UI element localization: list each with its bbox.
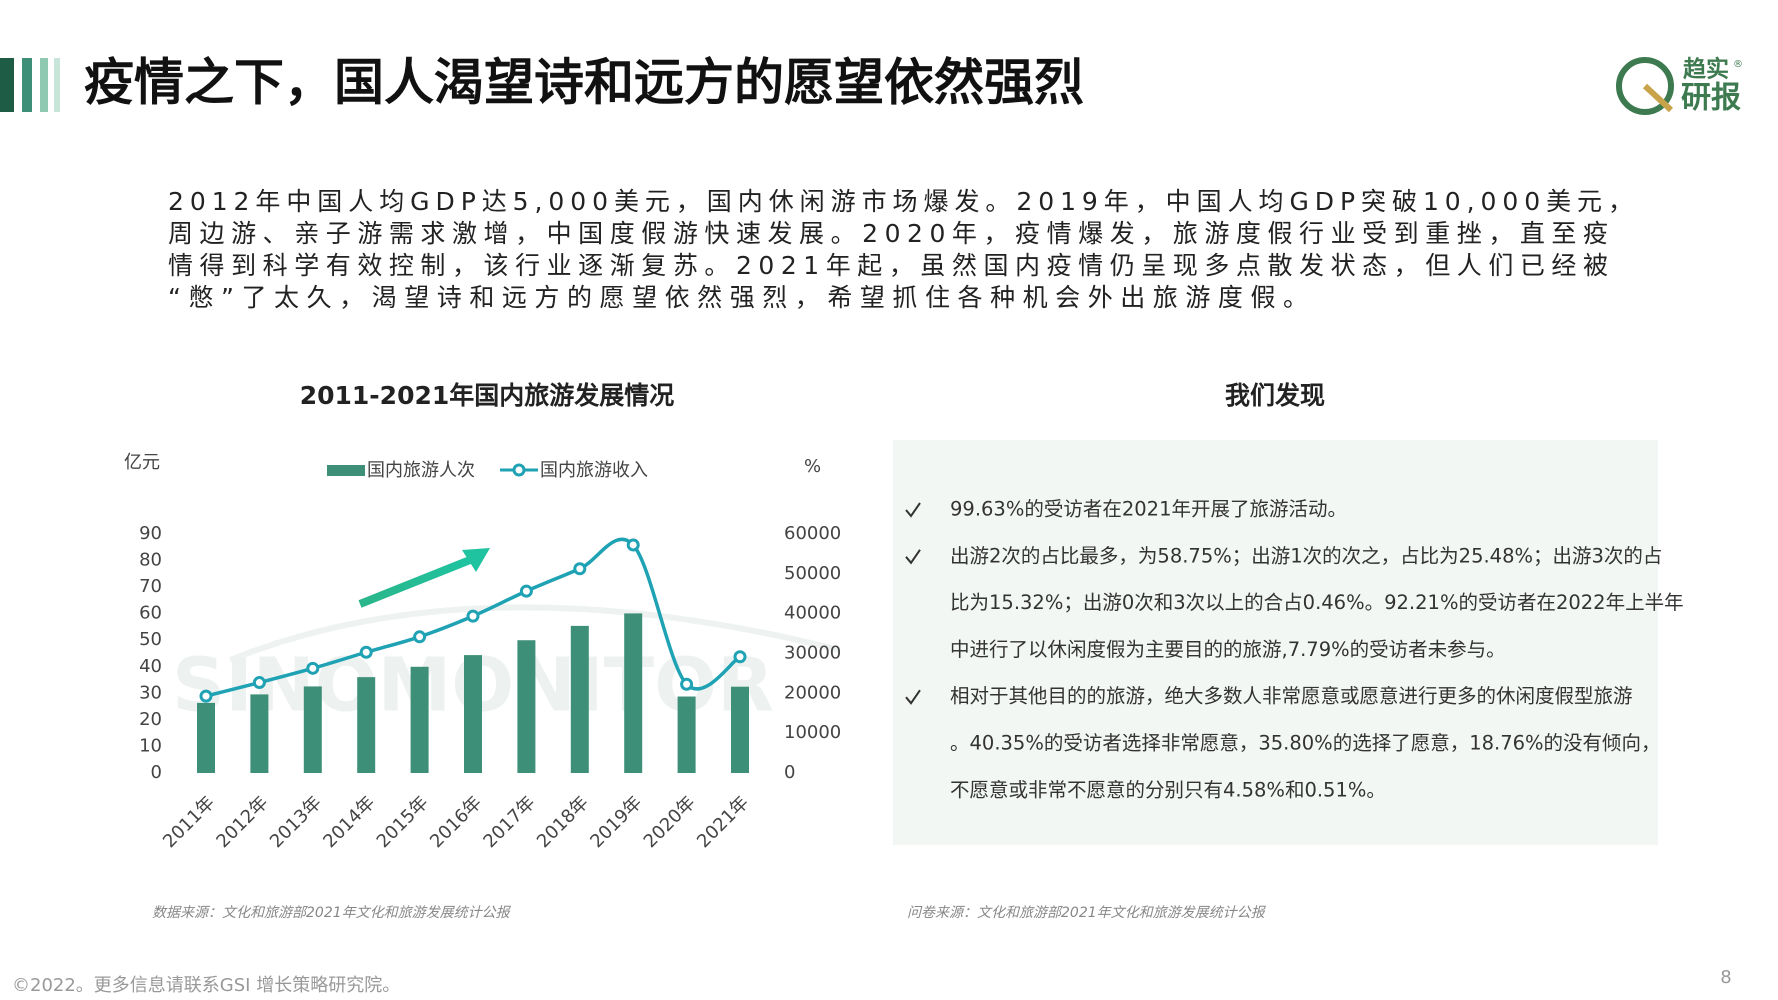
x-tick-label: 2016年 — [426, 792, 486, 852]
title-bar — [40, 58, 48, 112]
title-bar — [54, 58, 60, 112]
x-tick-label: 2021年 — [693, 792, 753, 852]
bar — [624, 613, 643, 773]
x-tick-label: 2014年 — [319, 792, 379, 852]
y-tick-label: 40 — [139, 656, 162, 677]
bar — [197, 702, 215, 773]
legend-swatch — [512, 463, 526, 477]
bar — [570, 625, 589, 773]
page-title: 疫情之下，国人渴望诗和远方的愿望依然强烈 — [84, 54, 1084, 112]
y2-tick-label: 40000 — [784, 603, 841, 624]
x-tick-label: 2019年 — [586, 792, 646, 852]
logo-text: 研报 — [1681, 81, 1741, 116]
x-tick-label: 2012年 — [212, 792, 272, 852]
line-marker — [306, 661, 320, 675]
finding-line: 。40.35%的受访者选择非常愿意，35.80%的选择了愿意，18.76%的没有… — [950, 732, 1661, 755]
finding-line: 中进行了以休闲度假为主要目的的旅游,7.79%的受访者未参与。 — [950, 638, 1506, 661]
line-marker — [626, 538, 640, 552]
y-tick-label: 70 — [139, 576, 162, 597]
bar — [517, 640, 536, 773]
finding-line: 99.63%的受访者在2021年开展了旅游活动。 — [950, 498, 1347, 521]
x-tick-label: 2018年 — [533, 792, 593, 852]
trend-arrow-head — [462, 548, 490, 572]
bar — [464, 655, 482, 773]
y-axis-label: 亿元 — [124, 452, 160, 473]
line-marker — [680, 677, 694, 691]
finding-line: 出游2次的占比最多，为58.75%；出游1次的次之，占比为25.48%；出游3次… — [950, 544, 1662, 567]
intro-line: 周边游、亲子游需求激增，中国度假游快速发展。2020年，疫情爆发，旅游度假行业受… — [168, 219, 1608, 248]
copyright: ©2022。更多信息请联系GSI 增长策略研究院。 — [12, 975, 400, 996]
x-tick-label: 2011年 — [159, 792, 219, 852]
check-icon — [905, 549, 921, 565]
bar — [250, 694, 269, 773]
findings-source: 问卷来源：文化和旅游部2021年文化和旅游发展统计公报 — [907, 905, 1267, 921]
intro-line: “憋”了太久，渴望诗和远方的愿望依然强烈，希望抓住各种机会外出旅游度假。 — [168, 283, 1308, 312]
y2-tick-label: 30000 — [784, 643, 841, 664]
y-tick-label: 60 — [139, 603, 162, 624]
bar — [410, 666, 429, 773]
finding-line: 相对于其他目的的旅游，绝大多数人非常愿意或愿意进行更多的休闲度假型旅游 — [950, 685, 1633, 708]
title-bar — [0, 58, 14, 112]
y2-tick-label: 20000 — [784, 682, 841, 703]
chart-title: 2011-2021年国内旅游发展情况 — [300, 381, 675, 410]
line-marker — [519, 584, 533, 598]
page-number: 8 — [1720, 967, 1731, 988]
x-tick-label: 2017年 — [479, 792, 539, 852]
y2-tick-label: 50000 — [784, 563, 841, 584]
y-tick-label: 30 — [139, 682, 162, 703]
finding-line: 不愿意或非常不愿意的分别只有4.58%和0.51%。 — [950, 778, 1386, 801]
finding-line: 比为15.32%；出游0次和3次以上的合占0.46%。92.21%的受访者在20… — [950, 591, 1684, 614]
bar — [357, 677, 376, 773]
check-icon — [905, 502, 921, 518]
line-marker — [359, 645, 373, 659]
intro-line: 2012年中国人均GDP达5,000美元，国内休闲游市场爆发。2019年，中国人… — [168, 187, 1633, 216]
chart-source: 数据来源：文化和旅游部2021年文化和旅游发展统计公报 — [152, 905, 512, 921]
check-icon — [905, 689, 921, 705]
line-marker — [733, 650, 747, 664]
y-tick-label: 0 — [151, 762, 162, 783]
y2-tick-label: 60000 — [784, 523, 841, 544]
logo-mark: ® — [1733, 59, 1743, 70]
trend-arrow — [358, 556, 472, 608]
y2-tick-label: 10000 — [784, 722, 841, 743]
y-tick-label: 50 — [139, 629, 162, 650]
logo-text: 趋实 — [1683, 56, 1729, 83]
bar — [677, 696, 696, 773]
x-tick-label: 2015年 — [373, 792, 433, 852]
y2-axis-label: % — [804, 456, 821, 477]
line-marker — [252, 676, 266, 690]
legend-label: 国内旅游收入 — [540, 460, 648, 481]
bar — [303, 686, 322, 773]
y-tick-label: 20 — [139, 709, 162, 730]
title-bar — [22, 58, 32, 112]
intro-line: 情得到科学有效控制，该行业逐渐复苏。2021年起，虽然国内疫情仍呈现多点散发状态… — [168, 251, 1608, 280]
x-tick-label: 2020年 — [640, 792, 700, 852]
line-marker — [413, 630, 427, 644]
line-marker — [199, 689, 213, 703]
y-tick-label: 10 — [139, 735, 162, 756]
y2-tick-label: 0 — [784, 762, 795, 783]
x-tick-label: 2013年 — [266, 792, 326, 852]
logo: 趋实 ® 研报 — [1616, 56, 1743, 116]
legend-label: 国内旅游人次 — [367, 460, 475, 481]
findings-panel — [893, 440, 1658, 845]
watermark-arc — [228, 604, 841, 663]
bar — [731, 686, 749, 773]
line-marker — [466, 609, 480, 623]
y-tick-label: 90 — [139, 523, 162, 544]
line-marker — [573, 562, 587, 576]
y-tick-label: 80 — [139, 550, 162, 571]
legend-swatch — [327, 465, 365, 476]
findings-title: 我们发现 — [1225, 381, 1325, 410]
